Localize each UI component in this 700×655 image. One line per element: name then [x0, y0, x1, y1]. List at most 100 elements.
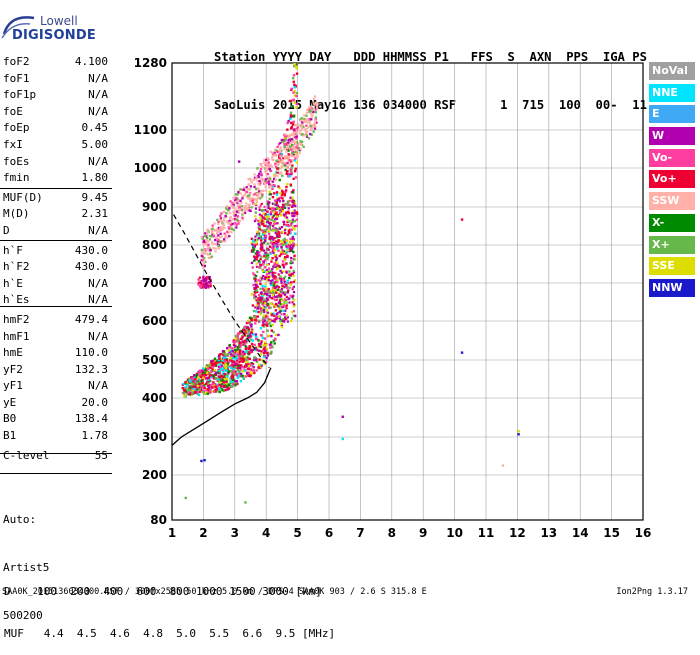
o-mode-echo: [275, 291, 278, 294]
spread-f-echo: [254, 295, 258, 298]
o-mode-echo: [229, 359, 232, 362]
spread-f-echo: [269, 235, 272, 238]
o-mode-echo: [185, 381, 188, 384]
x-mode-echo: [225, 220, 228, 223]
o-mode-echo: [233, 372, 236, 375]
param-value: N/A: [88, 88, 108, 102]
o-mode-echo: [265, 300, 268, 303]
spread-f-echo: [285, 239, 288, 242]
o-mode-echo: [250, 348, 253, 352]
o-mode-echo: [199, 379, 203, 383]
x-mode-echo: [276, 174, 279, 178]
o-mode-echo: [234, 363, 237, 366]
o-mode-echo: [292, 250, 295, 254]
o-mode-echo: [287, 245, 290, 248]
spread-f-echo: [275, 302, 278, 306]
o-mode-echo: [275, 298, 278, 301]
x-mode-echo: [301, 121, 304, 124]
x-mode-echo: [207, 246, 210, 249]
spread-f-echo: [292, 200, 295, 204]
o-mode-echo: [255, 348, 258, 352]
o-mode-echo: [263, 346, 266, 349]
param-name: fmin: [3, 171, 30, 185]
x-mode-echo: [274, 154, 277, 157]
isolated-echo: [501, 464, 505, 467]
x-mode-echo: [315, 103, 318, 106]
o-mode-echo: [276, 204, 279, 207]
o-mode-echo: [292, 91, 295, 94]
o-mode-echo: [265, 347, 269, 351]
x-mode-echo: [207, 256, 210, 260]
spread-f-echo: [266, 221, 269, 224]
x-mode-echo: [285, 155, 288, 158]
o-mode-echo: [272, 312, 276, 316]
o-mode-echo: [251, 362, 255, 366]
o-mode-echo: [259, 307, 263, 310]
ionospheric-parameters-panel: foF2 4.100 foF1 N/A foF1p N/A foE N/A foEp 0.45 fx…: [0, 55, 112, 465]
o-mode-echo: [262, 355, 266, 359]
o-mode-echo: [293, 90, 297, 93]
o-mode-echo: [286, 161, 289, 165]
o-mode-echo: [247, 347, 250, 351]
o-mode-echo: [240, 329, 243, 333]
o-mode-echo: [253, 293, 256, 297]
x-mode-echo: [248, 209, 251, 212]
x-mode-echo: [296, 155, 300, 158]
o-mode-echo: [232, 360, 236, 364]
o-mode-echo: [247, 352, 250, 356]
x-mode-echo: [308, 110, 311, 113]
o-mode-echo: [265, 343, 268, 347]
o-mode-echo: [220, 385, 223, 388]
param-name: foEp: [3, 121, 30, 135]
o-mode-echo: [244, 345, 248, 348]
x-mode-echo: [309, 124, 312, 128]
x-mode-echo: [235, 216, 239, 220]
x-mode-echo: [234, 222, 237, 225]
o-mode-echo: [275, 243, 278, 246]
x-mode-echo: [227, 205, 230, 209]
x-mode-echo: [243, 193, 246, 196]
o-mode-echo: [264, 224, 267, 228]
o-mode-echo: [274, 258, 278, 262]
o-mode-echo: [223, 372, 226, 376]
o-mode-echo: [181, 391, 185, 395]
o-mode-echo: [281, 206, 284, 209]
spread-f-echo: [258, 208, 261, 211]
o-mode-echo: [253, 357, 257, 360]
x-mode-echo: [237, 191, 240, 194]
spread-f-echo: [277, 243, 280, 246]
o-mode-echo: [229, 356, 232, 360]
o-mode-echo: [260, 340, 263, 343]
o-mode-echo: [206, 371, 209, 375]
o-mode-echo: [210, 383, 213, 387]
x-mode-echo: [245, 208, 248, 211]
y-tick-label: 200: [142, 468, 167, 482]
o-mode-echo: [268, 197, 271, 201]
x-mode-echo: [313, 121, 317, 125]
x-mode-echo: [313, 127, 317, 130]
spread-f-echo: [286, 219, 289, 222]
spread-f-echo: [276, 206, 279, 209]
x-mode-echo: [231, 201, 234, 205]
o-mode-echo: [274, 338, 277, 341]
o-mode-echo: [214, 385, 217, 388]
spread-f-echo: [254, 257, 257, 260]
o-mode-echo: [259, 282, 262, 286]
isolated-echo: [237, 160, 241, 163]
o-mode-echo: [295, 67, 298, 70]
x-mode-echo: [273, 179, 276, 182]
param-row: foF2 4.100: [0, 55, 112, 72]
spread-f-echo: [260, 311, 263, 314]
o-mode-echo: [263, 341, 267, 344]
x-mode-echo: [282, 139, 285, 142]
o-mode-echo: [236, 361, 239, 364]
o-mode-echo: [259, 345, 263, 349]
o-mode-echo: [241, 352, 244, 356]
echo-cluster: [202, 284, 205, 287]
spread-f-echo: [291, 295, 294, 298]
spread-f-echo: [272, 207, 275, 210]
o-mode-echo: [250, 342, 254, 346]
spread-f-echo: [257, 266, 260, 269]
o-mode-echo: [255, 310, 258, 313]
spread-f-echo: [285, 223, 288, 227]
